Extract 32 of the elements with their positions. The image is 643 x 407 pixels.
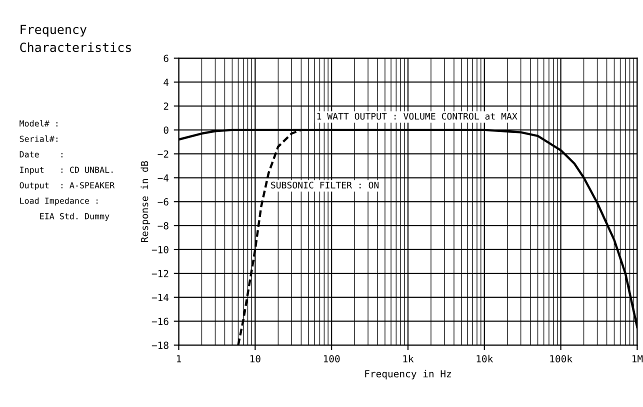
text: Load Impedance : [20,197,98,206]
text: Frequency Characteristics [20,24,131,52]
x-axis-title: Frequency in Hz [365,370,451,380]
text: Serial#: [20,136,58,142]
y-tick-label: −2 [158,150,168,158]
y-tick-label: 6 [164,54,168,62]
y-tick-label: −18 [152,342,168,349]
y-tick-label: 4 [164,78,169,86]
x-tick-label: 10 [250,355,260,362]
y-tick-label: −4 [158,174,169,182]
x-tick-label: 1k [403,354,414,362]
x-tick-label: 1M [632,355,643,362]
x-tick-label: 10k [476,354,494,362]
y-tick-label: −12 [152,270,168,278]
x-tick-label: 100k [550,354,572,362]
y-tick-label: −16 [152,318,168,326]
y-axis-title: Response in dB [140,161,150,242]
text: EIA Std. Dummy [40,212,110,221]
y-tick-label: −6 [158,198,168,206]
text: Model# : [20,120,58,127]
y-tick-label: 2 [164,102,168,110]
text: Input : CD UNBAL. [20,166,113,175]
text: Output : A-SPEAKER [20,182,115,190]
x-tick-label: 100 [324,355,340,362]
y-tick-label: −14 [152,294,169,302]
text: Date : [20,151,62,158]
x-tick-label: 1 [176,355,182,362]
annotation: SUBSONIC FILTER : ON [271,182,379,189]
y-tick-label: 0 [164,126,168,134]
y-tick-label: −8 [158,222,168,230]
y-tick-label: −10 [152,246,168,254]
annotation: 1 WATT OUTPUT : VOLUME CONTROL at MAX [317,112,518,120]
